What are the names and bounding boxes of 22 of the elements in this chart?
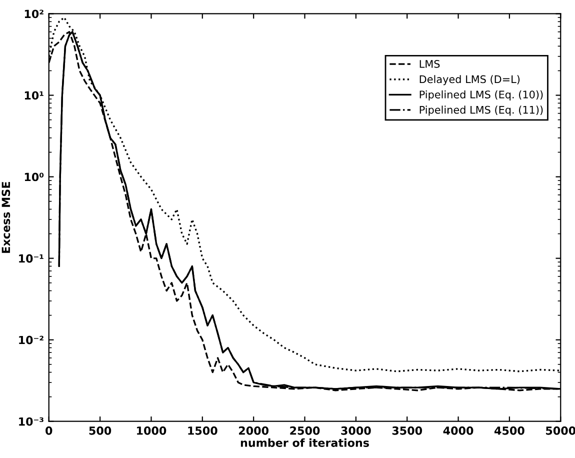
y-tick-label: 10⁰ (24, 172, 44, 182)
x-tick-label: 2000 (238, 426, 269, 435)
x-tick-label: 0 (46, 426, 52, 435)
x-tick-label: 3000 (341, 426, 371, 435)
x-tick-label: 2500 (290, 426, 320, 435)
legend-label: LMS (420, 60, 440, 68)
legend-label: Delayed LMS (D=L) (420, 75, 520, 86)
y-tick-label: 10¹ (24, 91, 44, 100)
y-axis-title: Excess MSE (2, 182, 10, 253)
x-tick-label: 4000 (443, 426, 474, 435)
x-tick-label: 1000 (137, 426, 166, 435)
y-tick-label: 10⁻² (19, 336, 44, 344)
x-tick-label: 3500 (392, 426, 422, 435)
legend-label: Pipelined LMS (Eq. (10)) (420, 90, 543, 100)
x-tick-label: 1500 (188, 426, 218, 435)
legend-label: Pipelined LMS (Eq. (11)) (420, 106, 543, 116)
y-tick-label: 10⁻³ (19, 417, 44, 426)
x-axis-title: number of iterations (240, 438, 369, 447)
y-tick-label: 10² (24, 10, 44, 18)
x-tick-label: 4500 (494, 426, 524, 435)
y-tick-label: 10⁻¹ (19, 254, 44, 263)
x-tick-label: 500 (89, 426, 112, 435)
